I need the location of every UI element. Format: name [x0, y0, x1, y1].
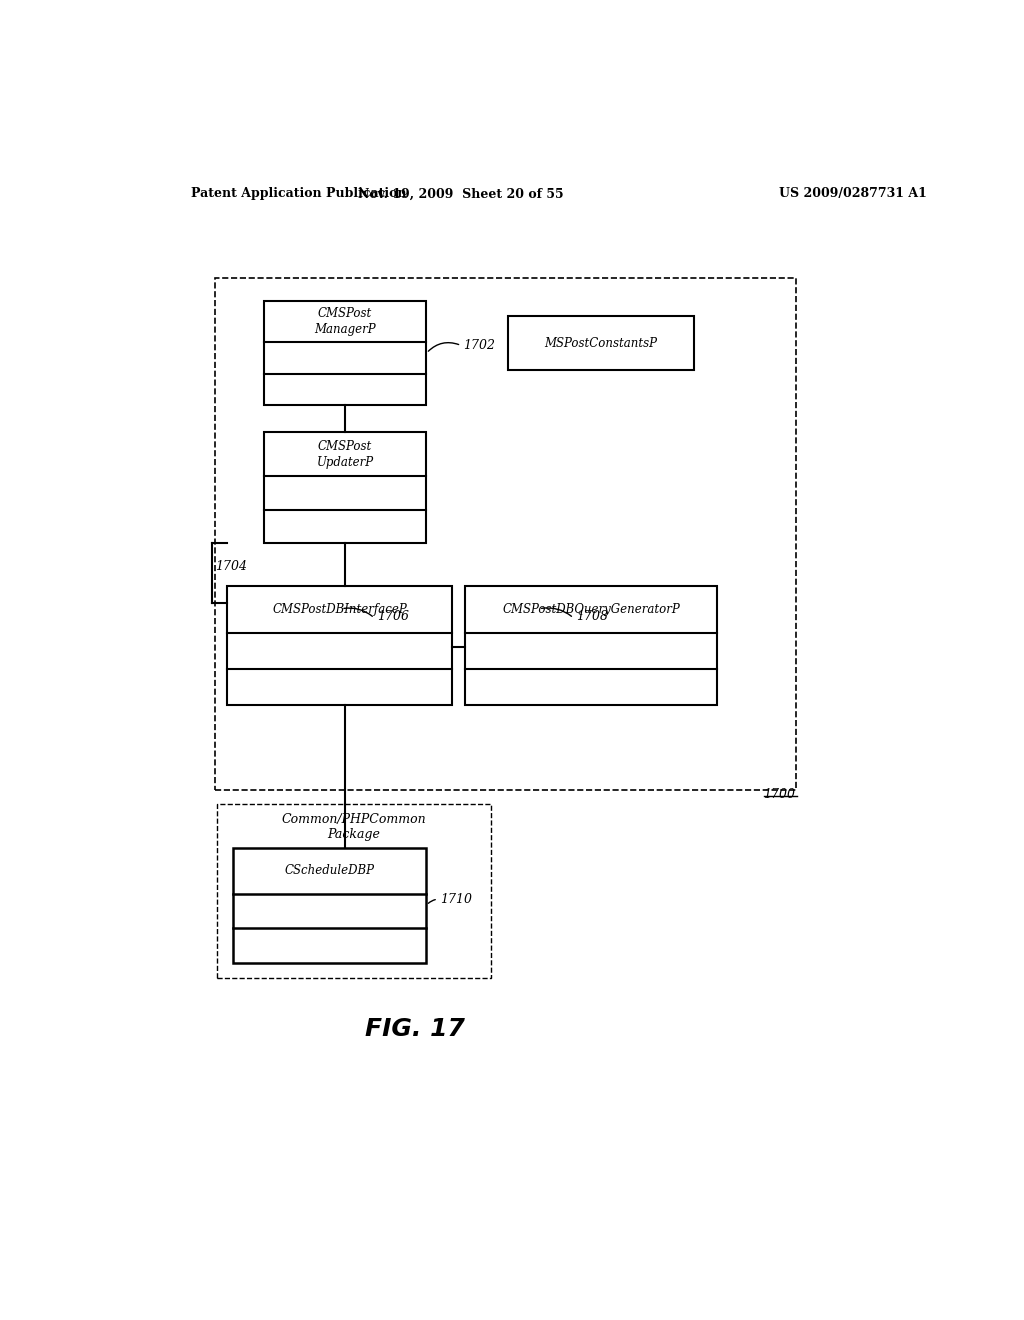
Bar	[263, 301, 426, 405]
Text: CScheduleDBP: CScheduleDBP	[285, 865, 375, 878]
Text: MSPostConstantsP: MSPostConstantsP	[544, 337, 657, 350]
Text: Patent Application Publication: Patent Application Publication	[191, 187, 407, 201]
Text: CMSPostDBInterfaceP: CMSPostDBInterfaceP	[272, 603, 407, 616]
Text: 1708: 1708	[575, 610, 608, 623]
Text: CMSPostDBQueryGeneratorP: CMSPostDBQueryGeneratorP	[502, 603, 680, 616]
Text: Nov. 19, 2009  Sheet 20 of 55: Nov. 19, 2009 Sheet 20 of 55	[358, 187, 564, 201]
Bar	[227, 586, 452, 705]
Bar	[465, 586, 717, 705]
Text: 1706: 1706	[378, 610, 410, 623]
Text: 1700: 1700	[764, 788, 796, 801]
Text: Common/PHPCommon
Package: Common/PHPCommon Package	[282, 813, 426, 841]
Bar	[508, 317, 693, 370]
Text: CMSPost
UpdaterP: CMSPost UpdaterP	[316, 440, 374, 469]
Bar	[232, 847, 426, 964]
Text: FIG. 17: FIG. 17	[365, 1016, 465, 1040]
Text: CMSPost
ManagerP: CMSPost ManagerP	[314, 308, 376, 337]
Text: US 2009/0287731 A1: US 2009/0287731 A1	[778, 187, 927, 201]
Bar	[217, 804, 490, 978]
Bar	[263, 432, 426, 544]
Text: 1704: 1704	[215, 560, 247, 573]
Text: 1702: 1702	[463, 339, 495, 352]
Text: 1710: 1710	[440, 892, 472, 906]
Bar	[215, 277, 796, 789]
